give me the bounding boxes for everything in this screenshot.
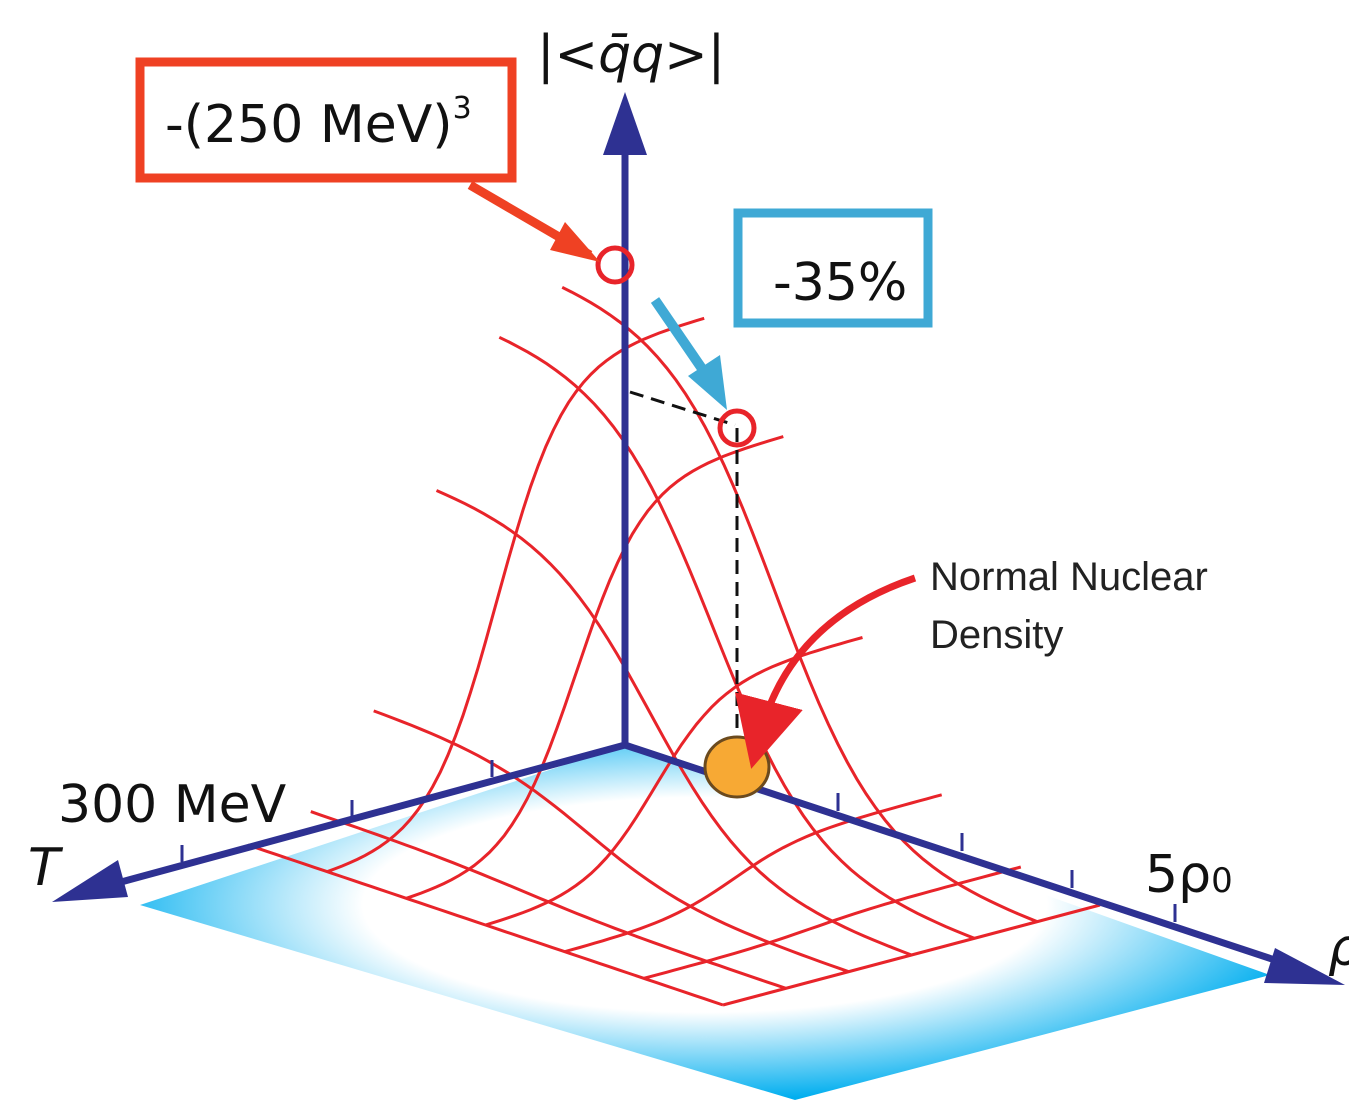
callout-superscript: 3 xyxy=(453,91,472,126)
density-axis-label: ρ xyxy=(1328,918,1349,978)
callout-text: -(250 MeV)3 xyxy=(165,91,472,155)
vertical-axis-label: |<q̄q>| xyxy=(537,25,725,85)
note-arrow xyxy=(760,578,915,735)
note-line: Density xyxy=(930,613,1063,657)
normal-density-point xyxy=(705,737,769,797)
density-tick-subscript: 0 xyxy=(1211,861,1233,901)
base-plane xyxy=(140,745,1270,1100)
callout-text: -35% xyxy=(773,253,907,313)
density-tick-label: 5ρ0 xyxy=(1145,845,1233,905)
temperature-axis-label: T xyxy=(28,838,64,898)
callout-text: -(250 MeV) xyxy=(165,95,453,155)
diagram: -(250 MeV)3 -35% |<q̄q>| T ρ 300 MeV 5ρ0… xyxy=(0,0,1349,1105)
temperature-tick-label: 300 MeV xyxy=(58,775,287,835)
guide-lines xyxy=(630,392,737,765)
callout-arrow-head xyxy=(550,222,600,262)
density-tick-base: 5ρ xyxy=(1145,845,1211,905)
note-line: Normal Nuclear xyxy=(930,555,1208,599)
